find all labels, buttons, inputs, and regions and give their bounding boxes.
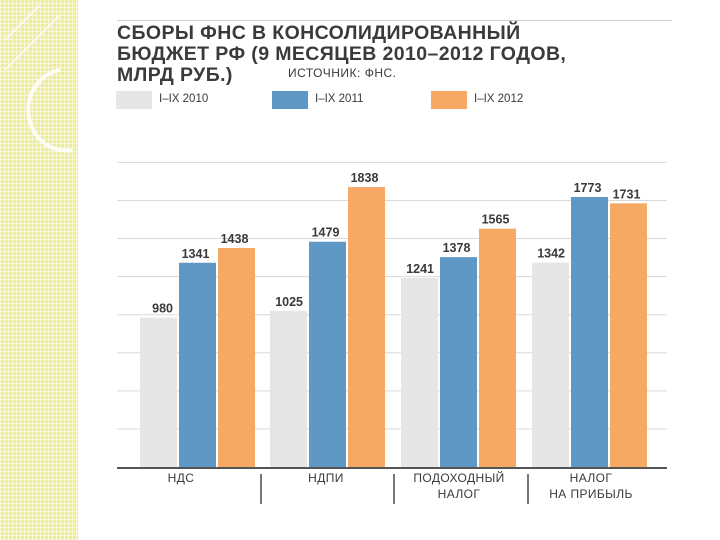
category-label-nds: НДС xyxy=(167,471,195,485)
bar-2011-0 xyxy=(179,262,216,467)
bar-value-label: 1731 xyxy=(613,187,641,201)
title-line-3: МЛРД РУБ.) xyxy=(117,64,233,86)
bar-2011-1 xyxy=(309,241,346,467)
bar-value-label: 1479 xyxy=(312,226,340,240)
legend-swatch-2012 xyxy=(431,91,467,109)
bar-value-label: 1342 xyxy=(537,247,565,261)
bar-value-label: 1378 xyxy=(443,241,471,255)
legend-swatch-2011 xyxy=(272,91,308,109)
title-line-1: СБОРЫ ФНС В КОНСОЛИДИРОВАННЫЙ xyxy=(117,22,521,44)
legend-label-2010: I–IX 2010 xyxy=(159,93,209,105)
bar-2011-3 xyxy=(571,196,608,467)
bar-2010-1 xyxy=(270,310,307,467)
top-rule xyxy=(117,20,672,21)
bar-2010-2 xyxy=(401,277,438,467)
bar-value-label: 1025 xyxy=(275,295,303,309)
bar-value-label: 1773 xyxy=(574,181,602,195)
chart-title: СБОРЫ ФНС В КОНСОЛИДИРОВАННЫЙ БЮДЖЕТ РФ … xyxy=(117,23,677,86)
bar-value-label: 1341 xyxy=(182,247,210,261)
bar-value-label: 1565 xyxy=(482,213,510,227)
chart-source: ИСТОЧНИК: ФНС. xyxy=(288,66,397,80)
bar-2012-0 xyxy=(218,247,255,467)
category-label-pribyl: НАЛОГ НА ПРИБЫЛЬ xyxy=(549,471,633,501)
bar-2012-1 xyxy=(348,187,385,467)
legend-label-2012: I–IX 2012 xyxy=(474,93,524,105)
bar-chart-plot: 980 1025 1241 1342 1341 1479 1378 1773 1438 1838 1… xyxy=(117,161,667,469)
decorative-swirl xyxy=(4,4,73,153)
legend-swatch-2010 xyxy=(116,91,152,109)
bar-2010-3 xyxy=(532,262,569,467)
legend-label-2011: I–IX 2011 xyxy=(315,93,364,105)
bar-2011-2 xyxy=(440,257,477,467)
category-separator xyxy=(260,474,262,504)
chart-card: СБОРЫ ФНС В КОНСОЛИДИРОВАННЫЙ БЮДЖЕТ РФ … xyxy=(112,0,672,540)
category-label-ndpi: НДПИ xyxy=(308,471,344,485)
bar-2012-3 xyxy=(610,203,647,467)
bar-value-label: 1438 xyxy=(221,232,249,246)
bar-value-label: 980 xyxy=(152,302,173,316)
bar-2010-0 xyxy=(140,317,177,467)
bar-value-label: 1241 xyxy=(406,262,434,276)
category-separator xyxy=(393,474,395,504)
bar-2012-2 xyxy=(479,228,516,467)
title-line-2: БЮДЖЕТ РФ (9 МЕСЯЦЕВ 2010–2012 ГОДОВ, xyxy=(117,43,567,65)
bar-value-label: 1838 xyxy=(351,171,379,185)
decorative-strip xyxy=(0,0,78,540)
category-separator xyxy=(527,474,529,504)
category-label-podohodny: ПОДОХОДНЫЙ НАЛОГ xyxy=(413,471,505,501)
category-axis: НДС НДПИ ПОДОХОДНЫЙ НАЛОГ НАЛОГ НА ПРИБЫЛЬ xyxy=(116,470,671,510)
